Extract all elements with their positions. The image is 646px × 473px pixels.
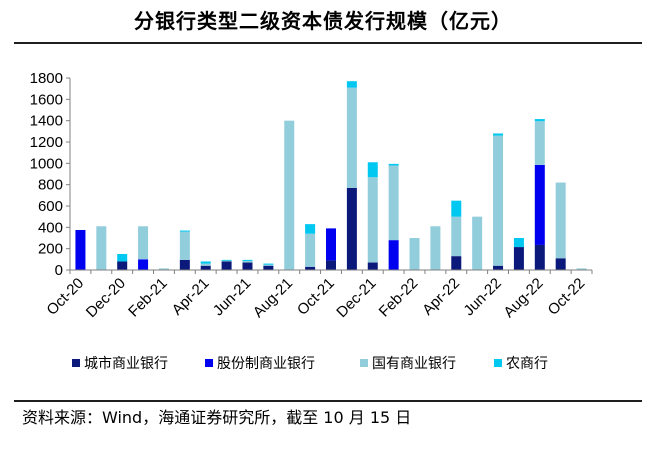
chart-title: 分银行类型二级资本债发行规模（亿元） [134, 9, 512, 33]
x-tick-label: Oct-22 [545, 275, 589, 319]
x-tick-label: Jun-21 [210, 275, 254, 319]
x-tick-label: Jun-22 [460, 275, 504, 319]
bar-state [576, 268, 587, 270]
bar-rural [200, 261, 211, 264]
y-tick-label: 1000 [30, 155, 63, 172]
x-tick-label: Apr-22 [419, 275, 463, 319]
bar-state [534, 121, 545, 165]
source-divider [14, 400, 642, 402]
y-tick-label: 200 [38, 241, 63, 258]
legend-swatch-joint [205, 359, 213, 367]
x-tick-label: Oct-21 [294, 275, 338, 319]
source-note: 资料来源：Wind，海通证券研究所，截至 10 月 15 日 [22, 408, 412, 427]
bar-state [451, 216, 462, 257]
bar-state [200, 263, 211, 266]
bar-joint [75, 230, 86, 270]
x-tick-label: Dec-21 [333, 275, 379, 321]
stacked-bar-chart: 020040060080010001200140016001800Oct-20D… [30, 70, 593, 372]
y-tick-label: 1400 [30, 113, 63, 130]
x-tick-label: Apr-21 [169, 275, 213, 319]
bar-city [346, 187, 357, 270]
bar-state [138, 226, 149, 260]
bar-state [221, 260, 232, 262]
bar-city [117, 261, 128, 270]
bar-city [513, 247, 524, 270]
bar-state [242, 260, 253, 263]
bar-joint [326, 228, 336, 261]
x-tick-label: Aug-22 [500, 275, 546, 321]
legend-label-rural: 农商行 [506, 356, 548, 372]
legend-label-joint: 股份制商业银行 [217, 356, 315, 372]
bar-state [305, 233, 316, 267]
bar-city [242, 262, 253, 270]
bar-rural [242, 259, 253, 261]
bar-state [388, 165, 399, 241]
x-tick-label: Dec-20 [83, 275, 129, 321]
bar-rural [263, 263, 274, 265]
y-tick-label: 1600 [30, 91, 63, 108]
bar-rural [388, 163, 399, 166]
y-tick-label: 0 [55, 262, 63, 279]
bar-city [200, 265, 211, 270]
bar-city [367, 262, 378, 270]
bar-rural [346, 81, 357, 88]
y-tick-label: 800 [38, 177, 63, 194]
bar-joint [534, 164, 545, 245]
bar-joint [138, 259, 149, 270]
legend-swatch-state [360, 359, 368, 367]
legend-label-state: 国有商业银行 [372, 356, 456, 372]
y-tick-label: 1200 [30, 134, 63, 151]
bar-city [326, 260, 336, 270]
bar-city [451, 256, 462, 270]
y-tick-label: 1800 [30, 70, 63, 87]
x-tick-label: Feb-22 [376, 275, 422, 321]
bar-state [409, 238, 420, 270]
bar-city [534, 244, 545, 270]
bar-state [493, 135, 504, 266]
bar-rural [493, 133, 504, 136]
bar-state [179, 231, 190, 260]
bar-rural [179, 230, 190, 232]
bar-rural [221, 259, 232, 261]
bar-city [305, 266, 316, 270]
bar-state [96, 226, 107, 270]
bar-city [179, 259, 190, 270]
bar-city [263, 265, 274, 270]
bar-state [158, 268, 169, 270]
bar-rural [534, 119, 545, 122]
bar-state [555, 182, 566, 259]
bar-state [472, 216, 483, 270]
bar-city [221, 261, 232, 270]
x-tick-label: Feb-21 [125, 275, 171, 321]
bar-rural [305, 224, 316, 234]
bar-city [493, 265, 504, 270]
bar-rural [513, 238, 524, 248]
x-tick-label: Aug-21 [250, 275, 296, 321]
bar-joint [388, 240, 399, 270]
bar-rural [117, 254, 128, 262]
bar-city [555, 258, 566, 270]
bar-rural [451, 200, 462, 217]
bar-state [284, 120, 295, 271]
bar-state [430, 226, 441, 270]
bar-state [367, 177, 378, 263]
bar-rural [367, 162, 378, 178]
bar-state [346, 87, 357, 188]
legend-swatch-city [72, 359, 80, 367]
y-tick-label: 400 [38, 219, 63, 236]
legend-swatch-rural [494, 359, 502, 367]
legend-label-city: 城市商业银行 [84, 355, 168, 372]
x-tick-label: Oct-20 [43, 275, 87, 319]
y-tick-label: 600 [38, 198, 63, 215]
bar-state [263, 264, 274, 266]
title-divider [14, 42, 642, 44]
